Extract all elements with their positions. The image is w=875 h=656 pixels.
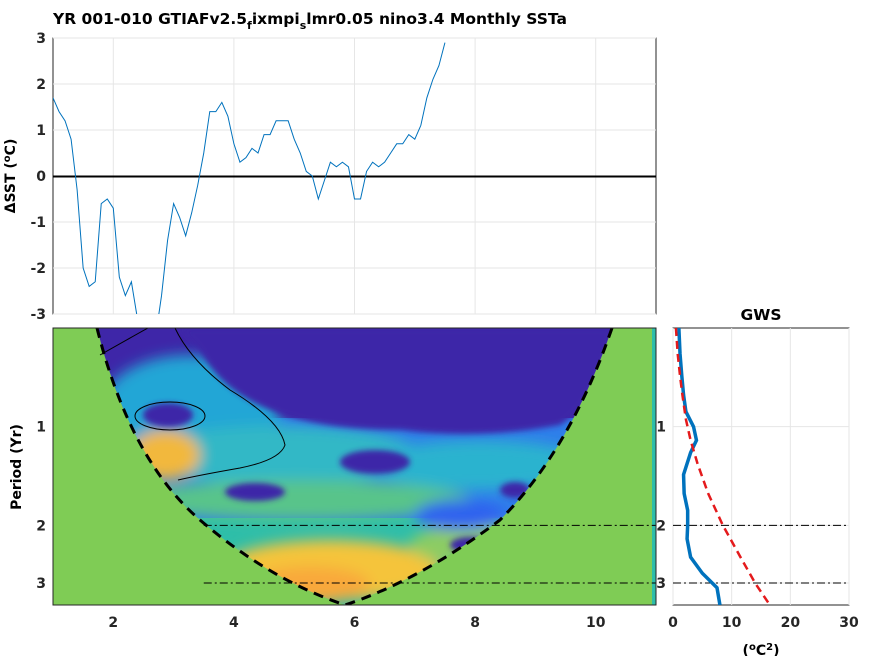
title-part-ixmpi: ixmpi [252,10,300,28]
power-blob-cyan-3 [370,440,590,490]
tick-label-x-2: 2 [108,615,118,631]
wavelet-axes-box [52,327,657,606]
tick-label-x-6: 6 [350,615,360,631]
timeseries-ylabel: ΔSST (oC) [2,139,19,214]
power-blob-darkblue-1 [143,403,193,427]
gws-tick-label-period-3: 3 [656,576,666,592]
power-blob-darkblue-3 [340,450,410,474]
gws-significance-line [674,328,771,605]
gws-tick-label-x-10: 10 [722,615,742,631]
title-subscript-s: s [300,19,307,32]
xlabel-c: C [756,643,766,656]
wavelet-y-ticks: 1 2 3 [36,420,46,592]
power-region-darkblue-upper [180,328,612,434]
gws-tick-label-x-30: 30 [839,615,859,631]
xlabel-close: ) [773,643,779,656]
gws-y-ticks: 1 2 3 [656,420,666,592]
gws-axes-box [672,327,850,606]
gws-panel: GWS 0 10 20 30 123 (oC2) [656,306,859,656]
sst-anomaly-line [53,42,446,314]
tick-label-period-2: 2 [36,518,46,534]
power-blob-darkblue-2 [225,483,285,501]
power-blob-blue-right [415,500,505,530]
title-part-tail: lmr0.05 nino3.4 Monthly SSTa [306,10,567,28]
significance-contour-2 [174,328,286,481]
gws-tick-label-x-0: 0 [668,615,678,631]
tick-label-y--3: -3 [30,307,46,323]
chart-title: YR 001-010 GTIAFv2.5fixmpislmr0.05 nino3… [52,10,567,32]
right-edge-strip [652,328,656,605]
gws-x-ticks: 0 10 20 30 [668,615,859,631]
tick-label-y--1: -1 [30,215,46,231]
gws-xlabel: (oC2) [743,642,780,656]
wavelet-panel: 2 4 6 8 10 123 Period (Yr) [9,327,657,631]
cone-of-influence [95,328,614,605]
significance-contour-3 [134,401,206,431]
tick-label-x-8: 8 [470,615,480,631]
tick-label-y-2: 2 [36,77,46,93]
timeseries-panel: 3 2 1 0 -1 -2 -3 ΔSST (oC) [2,31,657,323]
wavelet-reference-lines [203,524,656,584]
title-part-main: YR 001-010 GTIAFv2.5 [52,10,247,28]
gws-tick-label-period-1: 1 [656,420,666,436]
tick-label-y--2: -2 [30,261,46,277]
wavelet-ylabel: Period (Yr) [9,424,25,510]
xlabel-super-o: o [749,642,756,653]
timeseries-y-ticks: 3 2 1 0 -1 -2 -3 [30,31,46,323]
xlabel-super-2: 2 [766,642,773,653]
gws-title: GWS [741,306,782,324]
title-subscript-f: f [247,19,252,32]
power-blob-green-1 [130,480,470,520]
tick-label-y-1: 1 [36,123,46,139]
gws-tick-label-x-20: 20 [781,615,801,631]
tick-label-x-10: 10 [586,615,606,631]
gws-reference-lines [673,524,849,584]
wavelet-x-ticks: 2 4 6 8 10 [108,615,605,631]
gws-tick-label-period-2: 2 [656,518,666,534]
gws-power-line [677,328,722,605]
tick-label-x-4: 4 [229,615,239,631]
tick-label-y-0: 0 [36,169,46,185]
tick-label-y-3: 3 [36,31,46,47]
ylabel-part-2: C) [3,139,19,156]
tick-label-period-3: 3 [36,576,46,592]
xlabel-open: ( [743,643,749,656]
ylabel-part-1: ΔSST ( [3,162,19,213]
tick-label-period-1: 1 [36,420,46,436]
ylabel-superscript-o: o [2,155,13,162]
